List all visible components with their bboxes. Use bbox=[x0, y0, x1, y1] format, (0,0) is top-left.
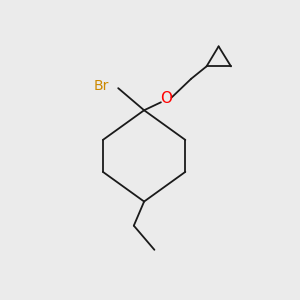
Text: O: O bbox=[160, 91, 172, 106]
Text: Br: Br bbox=[93, 79, 109, 93]
